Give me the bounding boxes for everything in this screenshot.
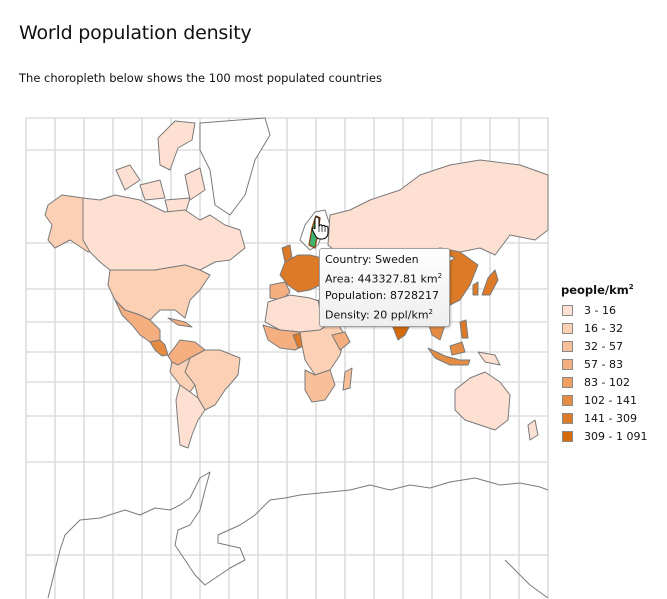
page-title: World population density [19,22,252,44]
country-new-zealand[interactable] [527,419,539,441]
country-argentina[interactable] [175,384,206,449]
map-legend: people/km2 3 - 16 16 - 32 32 - 57 57 - 83 83… [561,283,647,445]
tooltip-population: Population: 8728217 [325,288,439,302]
legend-title: people/km2 [561,283,647,297]
legend-item: 83 - 102 [561,373,647,391]
tooltip-area-value: Area: 443327.81 km [325,272,438,286]
legend-item: 16 - 32 [561,319,647,337]
legend-label: 309 - 1 091 [584,429,648,443]
legend-item: 141 - 309 [561,409,647,427]
country-central-america[interactable] [149,339,169,357]
page-subtitle: The choropleth below shows the 100 most … [19,71,382,85]
country-canada[interactable] [82,194,246,271]
tooltip-density-value: Density: 20 ppl/km [325,308,429,322]
tooltip-density-sup: 2 [428,307,433,316]
country-cuba[interactable] [167,317,193,328]
tooltip-density: Density: 20 ppl/km2 [325,304,445,324]
legend-label: 16 - 32 [584,321,623,335]
legend-label: 3 - 16 [584,303,616,317]
legend-item: 102 - 141 [561,391,647,409]
legend-swatch [562,394,573,406]
legend-swatch [562,322,573,334]
country-tooltip: Country: Sweden Area: 443327.81 km2 Popu… [319,248,450,328]
country-philippines[interactable] [459,319,469,339]
legend-item: 32 - 57 [561,337,647,355]
legend-label: 141 - 309 [584,411,637,425]
country-russia[interactable] [327,159,549,256]
legend-items: 3 - 16 16 - 32 32 - 57 57 - 83 83 - 102 102 -… [561,301,647,445]
legend-label: 83 - 102 [584,375,630,389]
hand-pointer-cursor-icon [311,216,329,240]
legend-item: 3 - 16 [561,301,647,319]
legend-swatch [562,304,573,316]
tooltip-area-sup: 2 [437,272,443,280]
legend-label: 57 - 83 [584,357,623,371]
legend-item: 57 - 83 [561,355,647,373]
country-australia[interactable] [454,371,511,431]
legend-swatch [562,412,573,424]
country-indonesia[interactable] [427,341,471,366]
legend-swatch [562,358,573,370]
country-madagascar[interactable] [342,367,353,391]
legend-title-text: people/km [561,283,629,297]
legend-label: 102 - 141 [584,393,637,407]
tooltip-area: Area: 443327.81 km2 [325,268,445,288]
country-uk[interactable] [281,244,293,263]
country-japan[interactable] [481,269,499,296]
continent-antarctica[interactable] [47,471,549,599]
region-southern-africa[interactable] [304,369,336,403]
legend-swatch [562,430,573,442]
legend-label: 32 - 57 [584,339,623,353]
tooltip-country: Country: Sweden [325,253,419,266]
legend-item: 309 - 1 091 [561,427,647,445]
legend-title-sup: 2 [628,283,634,292]
country-greenland[interactable] [199,117,271,216]
country-papua-new-guinea[interactable] [477,351,501,366]
legend-swatch [562,340,573,352]
country-canada-islands[interactable] [115,120,206,216]
country-korea[interactable] [472,281,479,296]
legend-swatch [562,376,573,388]
country-peru[interactable] [169,357,196,393]
country-ethiopia[interactable] [331,331,351,351]
